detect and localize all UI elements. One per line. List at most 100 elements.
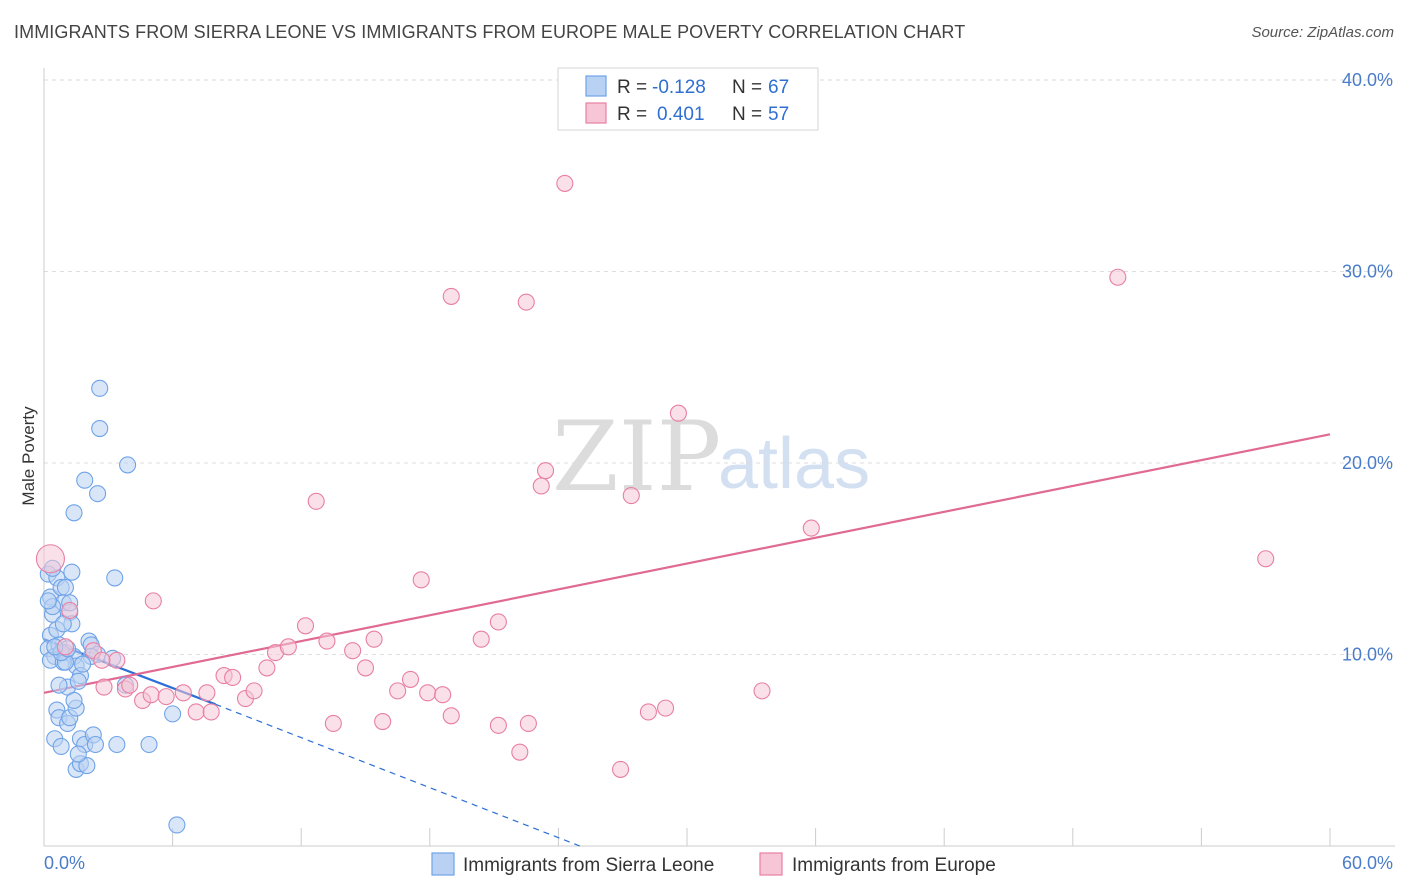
point-sierra-leone-41 — [69, 745, 87, 763]
point-sierra-leone-31 — [52, 737, 70, 755]
point-sierra-leone-58 — [65, 504, 83, 522]
point-europe-37 — [489, 716, 507, 734]
series-legend: Immigrants from Sierra Leone Immigrants … — [431, 852, 996, 876]
legend-n-label-1: N = — [732, 77, 762, 98]
point-sierra-leone-21 — [50, 676, 68, 694]
point-sierra-leone-20 — [69, 672, 87, 690]
legend-r-value-2: 0.401 — [657, 104, 705, 125]
point-europe-43 — [612, 760, 630, 778]
legend-r-label-1: R = — [617, 77, 647, 98]
bottom-legend-swatch-blue — [431, 852, 455, 876]
point-europe-49 — [802, 519, 820, 537]
point-europe-38 — [511, 743, 529, 761]
legend-swatch-pink — [585, 102, 607, 124]
point-europe-32 — [419, 684, 437, 702]
bottom-legend-swatch-pink — [759, 852, 783, 876]
legend-swatch-blue — [585, 75, 607, 97]
trend-line-europe — [43, 433, 1331, 694]
point-europe-12 — [187, 703, 205, 721]
y-tick-labels: 10.0% 20.0% 30.0% 40.0% — [1342, 70, 1393, 665]
point-europe-54 — [307, 492, 325, 510]
data-points — [35, 174, 1275, 834]
point-europe-53 — [1257, 550, 1275, 568]
point-sierra-leone-54 — [91, 419, 109, 438]
point-sierra-leone-40 — [78, 757, 96, 775]
point-sierra-leone-47 — [39, 592, 57, 610]
point-sierra-leone-55 — [119, 456, 137, 474]
point-europe-44 — [622, 487, 640, 505]
point-europe-52 — [1109, 268, 1127, 286]
point-europe-42 — [556, 174, 574, 192]
point-europe-2 — [56, 638, 74, 656]
point-europe-28 — [374, 712, 392, 731]
legend-r-label-2: R = — [617, 104, 647, 125]
legend-r-value-1: -0.128 — [652, 77, 706, 98]
point-sierra-leone-59 — [106, 569, 124, 587]
bottom-legend-label-sierra-leone: Immigrants from Sierra Leone — [463, 855, 714, 876]
point-sierra-leone-53 — [91, 379, 109, 397]
point-sierra-leone-36 — [108, 735, 126, 754]
gridlines — [44, 79, 1395, 655]
point-europe-24 — [324, 714, 342, 732]
point-sierra-leone-57 — [89, 485, 107, 503]
y-tick-label-2: 30.0% — [1342, 262, 1393, 282]
point-europe-16 — [224, 668, 242, 687]
point-europe-35 — [472, 630, 490, 648]
chart-title: IMMIGRANTS FROM SIERRA LEONE VS IMMIGRAN… — [14, 22, 966, 42]
point-europe-48 — [753, 682, 771, 700]
point-europe-41 — [536, 462, 555, 480]
point-europe-50 — [442, 287, 460, 305]
x-tick-label-1: 60.0% — [1342, 853, 1393, 873]
point-europe-11 — [174, 684, 192, 702]
point-europe-7 — [95, 678, 113, 696]
point-europe-33 — [434, 686, 452, 704]
legend-n-value-2: 57 — [768, 104, 789, 125]
point-europe-9 — [142, 686, 160, 704]
point-europe-34 — [442, 707, 460, 725]
point-europe-19 — [258, 659, 276, 677]
correlation-legend: R = -0.128 N = 67 R = 0.401 N = 57 — [557, 67, 819, 131]
point-sierra-leone-12 — [63, 563, 81, 581]
source-credit: Source: ZipAtlas.com — [1251, 24, 1394, 41]
x-tick-label-0: 0.0% — [44, 853, 85, 873]
point-sierra-leone-35 — [86, 735, 104, 754]
point-europe-36 — [489, 613, 507, 631]
watermark-atlas: atlas — [718, 424, 870, 504]
y-tick-label-0: 10.0% — [1342, 645, 1393, 665]
point-europe-27 — [365, 630, 383, 648]
point-sierra-leone-61 — [168, 816, 186, 834]
point-europe-26 — [356, 659, 375, 677]
point-europe-45 — [639, 703, 657, 721]
point-europe-14 — [202, 703, 220, 721]
point-europe-21 — [279, 638, 297, 656]
point-sierra-leone-37 — [140, 735, 158, 754]
point-europe-23 — [318, 632, 336, 650]
point-europe-1 — [61, 601, 79, 620]
bottom-legend-label-europe: Immigrants from Europe — [792, 855, 996, 876]
legend-n-value-1: 67 — [768, 77, 789, 98]
point-europe-39 — [519, 714, 537, 732]
y-tick-label-1: 20.0% — [1342, 453, 1393, 473]
point-sierra-leone-56 — [76, 471, 94, 489]
x-tick-labels: 0.0% 60.0% — [44, 853, 1393, 873]
point-sierra-leone-29 — [65, 691, 83, 710]
point-sierra-leone-60 — [164, 705, 182, 723]
point-europe-0 — [35, 544, 65, 574]
point-europe-56 — [121, 676, 139, 694]
point-europe-5 — [93, 651, 111, 669]
legend-n-label-2: N = — [732, 104, 762, 125]
y-tick-label-3: 40.0% — [1342, 70, 1393, 90]
point-europe-29 — [389, 682, 407, 700]
point-europe-22 — [296, 617, 315, 635]
y-axis-title: Male Poverty — [19, 406, 38, 506]
point-europe-10 — [157, 688, 175, 706]
point-europe-31 — [412, 571, 430, 589]
point-europe-51 — [517, 293, 535, 311]
point-europe-46 — [657, 699, 675, 717]
point-europe-47 — [669, 404, 687, 422]
point-europe-55 — [144, 592, 162, 610]
point-europe-30 — [401, 670, 420, 688]
point-sierra-leone-9 — [56, 578, 74, 597]
point-europe-4 — [108, 651, 126, 669]
